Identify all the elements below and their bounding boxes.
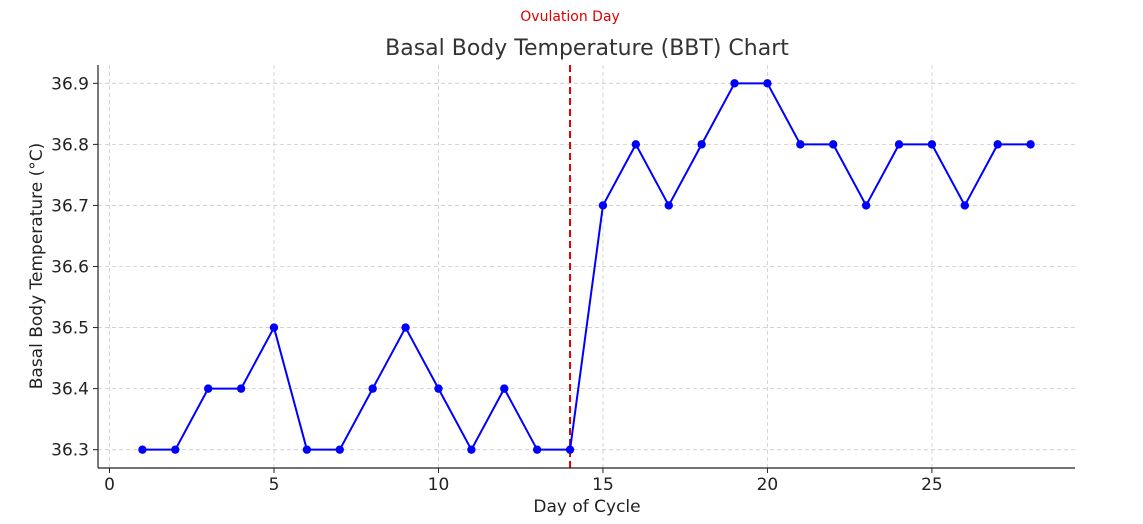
series-line-0	[142, 82, 1031, 451]
y-tick-label: 36.6	[51, 258, 89, 278]
data-point-day-15	[598, 201, 608, 210]
data-point-day-1	[138, 445, 147, 454]
y-tick-label: 36.9	[51, 74, 89, 94]
data-point-day-26	[960, 201, 969, 210]
data-point-day-24	[894, 140, 904, 149]
x-tick-label: 5	[269, 475, 280, 495]
data-point-day-14	[565, 445, 575, 454]
axes	[93, 65, 1075, 473]
y-tick-label: 36.3	[51, 441, 89, 461]
x-tick-label: 10	[428, 475, 450, 495]
data-point-day-28	[1026, 140, 1035, 149]
data-point-day-12	[500, 384, 509, 393]
data-point-day-13	[532, 445, 542, 454]
data-point-day-23	[861, 201, 871, 210]
data-point-day-6	[302, 445, 312, 454]
data-point-day-25	[927, 140, 937, 149]
chart-title: Basal Body Temperature (BBT) Chart	[385, 36, 789, 61]
y-tick-label: 36.7	[51, 196, 89, 216]
data-point-day-8	[368, 384, 377, 393]
x-tick-label: 15	[592, 475, 614, 495]
data-point-day-7	[335, 445, 344, 454]
y-tick-label: 36.4	[51, 380, 89, 400]
data-point-day-18	[697, 140, 706, 149]
data-point-day-9	[401, 323, 410, 332]
data-point-day-5	[269, 323, 279, 332]
y-tick-label: 36.8	[51, 135, 89, 155]
data-point-day-21	[796, 140, 805, 149]
data-point-day-4	[236, 384, 246, 393]
data-point-day-20	[763, 79, 772, 88]
x-axis-label: Day of Cycle	[533, 497, 640, 517]
data-point-day-10	[434, 384, 443, 393]
ovulation-day-label: Ovulation Day	[520, 9, 620, 25]
data-point-day-27	[993, 140, 1002, 149]
data-point-day-19	[730, 79, 739, 88]
y-tick-label: 36.5	[51, 319, 89, 339]
x-tick-label: 20	[757, 475, 779, 495]
x-tick-label: 0	[104, 475, 115, 495]
data-point-day-11	[467, 445, 476, 454]
grid-lines	[98, 65, 1075, 468]
data-point-day-2	[171, 445, 180, 454]
data-point-day-17	[664, 201, 673, 210]
series-layer	[138, 79, 1035, 454]
data-point-day-22	[829, 140, 838, 149]
data-point-day-16	[631, 140, 641, 149]
tick-labels: 0 5 10 15 20 25 36.3 36.4 36.5 36.6 36.7 36.8 36.9	[51, 74, 943, 495]
data-point-day-3	[204, 384, 213, 393]
x-tick-label: 25	[921, 475, 943, 495]
y-axis-label: Basal Body Temperature (°C)	[27, 143, 47, 390]
